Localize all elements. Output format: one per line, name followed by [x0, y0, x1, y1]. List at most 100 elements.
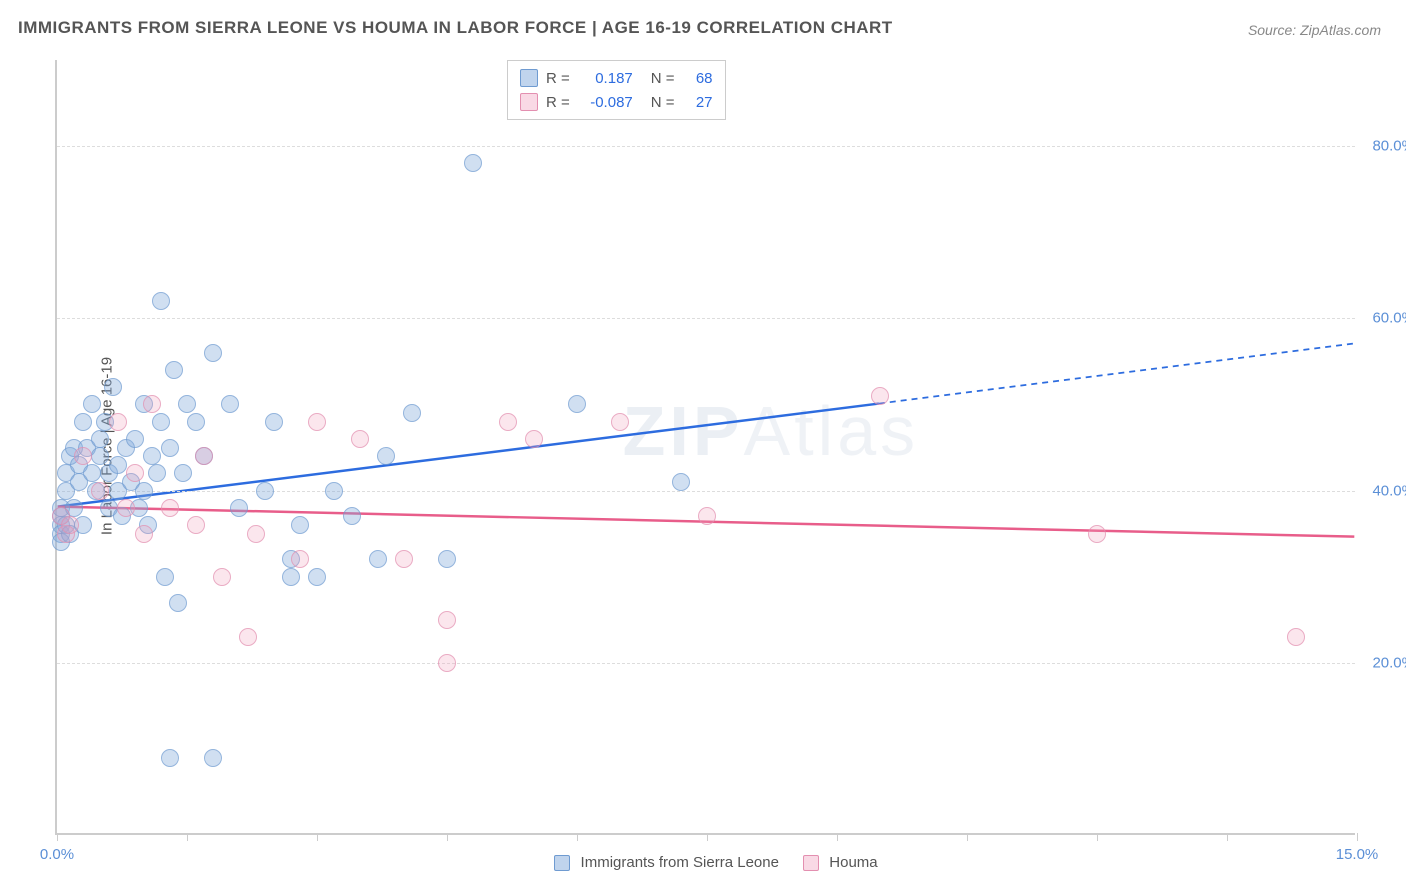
scatter-point-b	[611, 413, 629, 431]
scatter-point-a	[91, 447, 109, 465]
stats-row-b: R = -0.087 N = 27	[520, 90, 713, 114]
watermark-bold: ZIP	[623, 392, 744, 470]
x-tick	[447, 833, 448, 841]
scatter-point-a	[174, 464, 192, 482]
y-tick-label: 60.0%	[1360, 310, 1406, 327]
legend-label-a: Immigrants from Sierra Leone	[581, 854, 779, 871]
scatter-point-a	[403, 404, 421, 422]
scatter-point-b	[239, 628, 257, 646]
n-value-b: 27	[683, 94, 713, 111]
scatter-point-a	[377, 447, 395, 465]
scatter-point-b	[1287, 628, 1305, 646]
x-tick	[577, 833, 578, 841]
n-value-a: 68	[683, 70, 713, 87]
scatter-point-a	[282, 568, 300, 586]
y-tick-label: 20.0%	[1360, 654, 1406, 671]
scatter-point-b	[187, 516, 205, 534]
scatter-point-a	[156, 568, 174, 586]
scatter-point-a	[672, 473, 690, 491]
scatter-point-a	[91, 430, 109, 448]
scatter-point-a	[74, 413, 92, 431]
scatter-point-b	[109, 413, 127, 431]
r-label-a: R =	[546, 70, 570, 87]
gridline-h	[57, 146, 1355, 147]
scatter-point-a	[325, 482, 343, 500]
scatter-point-b	[438, 611, 456, 629]
scatter-point-a	[109, 456, 127, 474]
x-tick	[1357, 833, 1358, 841]
scatter-point-b	[91, 482, 109, 500]
n-label-a: N =	[651, 70, 675, 87]
scatter-point-a	[265, 413, 283, 431]
scatter-point-b	[291, 550, 309, 568]
swatch-series-a-icon	[520, 69, 538, 87]
scatter-point-a	[438, 550, 456, 568]
x-tick	[317, 833, 318, 841]
scatter-point-a	[152, 413, 170, 431]
x-tick	[707, 833, 708, 841]
legend-bottom: Immigrants from Sierra Leone Houma	[57, 854, 1355, 871]
scatter-point-a	[230, 499, 248, 517]
scatter-point-b	[126, 464, 144, 482]
x-tick-label: 15.0%	[1336, 846, 1379, 863]
legend-label-b: Houma	[829, 854, 877, 871]
scatter-point-a	[204, 344, 222, 362]
scatter-point-a	[308, 568, 326, 586]
scatter-point-a	[178, 395, 196, 413]
x-tick	[967, 833, 968, 841]
scatter-point-a	[161, 749, 179, 767]
scatter-point-b	[143, 395, 161, 413]
x-tick	[1227, 833, 1228, 841]
n-label-b: N =	[651, 94, 675, 111]
scatter-point-a	[169, 594, 187, 612]
scatter-point-b	[499, 413, 517, 431]
swatch-series-b-icon	[520, 93, 538, 111]
x-tick	[1097, 833, 1098, 841]
scatter-point-a	[464, 154, 482, 172]
x-tick-label: 0.0%	[40, 846, 74, 863]
watermark-thin: Atlas	[744, 392, 920, 470]
scatter-point-a	[256, 482, 274, 500]
scatter-point-b	[871, 387, 889, 405]
scatter-point-b	[161, 499, 179, 517]
r-label-b: R =	[546, 94, 570, 111]
scatter-point-a	[291, 516, 309, 534]
scatter-point-a	[83, 395, 101, 413]
scatter-point-b	[61, 516, 79, 534]
trendline-a-extrapolated	[879, 343, 1354, 403]
chart-title: IMMIGRANTS FROM SIERRA LEONE VS HOUMA IN…	[18, 18, 893, 38]
chart-container: IMMIGRANTS FROM SIERRA LEONE VS HOUMA IN…	[0, 0, 1406, 892]
source-name: ZipAtlas.com	[1300, 22, 1381, 38]
scatter-point-a	[104, 378, 122, 396]
scatter-point-b	[1088, 525, 1106, 543]
scatter-point-a	[126, 430, 144, 448]
scatter-point-b	[698, 507, 716, 525]
plot-area: ZIPAtlas R = 0.187 N = 68 R = -0.087 N =…	[55, 60, 1355, 835]
scatter-point-a	[343, 507, 361, 525]
scatter-point-a	[148, 464, 166, 482]
y-tick-label: 80.0%	[1360, 138, 1406, 155]
gridline-h	[57, 318, 1355, 319]
scatter-point-b	[135, 525, 153, 543]
x-tick	[187, 833, 188, 841]
y-tick-label: 40.0%	[1360, 482, 1406, 499]
scatter-point-a	[204, 749, 222, 767]
gridline-h	[57, 663, 1355, 664]
gridline-h	[57, 491, 1355, 492]
scatter-point-a	[221, 395, 239, 413]
scatter-point-b	[525, 430, 543, 448]
scatter-point-b	[74, 447, 92, 465]
scatter-point-b	[351, 430, 369, 448]
x-tick	[837, 833, 838, 841]
scatter-point-b	[213, 568, 231, 586]
x-tick	[57, 833, 58, 841]
scatter-point-a	[143, 447, 161, 465]
correlation-stats-box: R = 0.187 N = 68 R = -0.087 N = 27	[507, 60, 726, 120]
scatter-point-a	[161, 439, 179, 457]
scatter-point-a	[568, 395, 586, 413]
scatter-point-a	[165, 361, 183, 379]
scatter-point-b	[195, 447, 213, 465]
stats-row-a: R = 0.187 N = 68	[520, 66, 713, 90]
scatter-point-b	[395, 550, 413, 568]
source-prefix: Source:	[1248, 22, 1300, 38]
